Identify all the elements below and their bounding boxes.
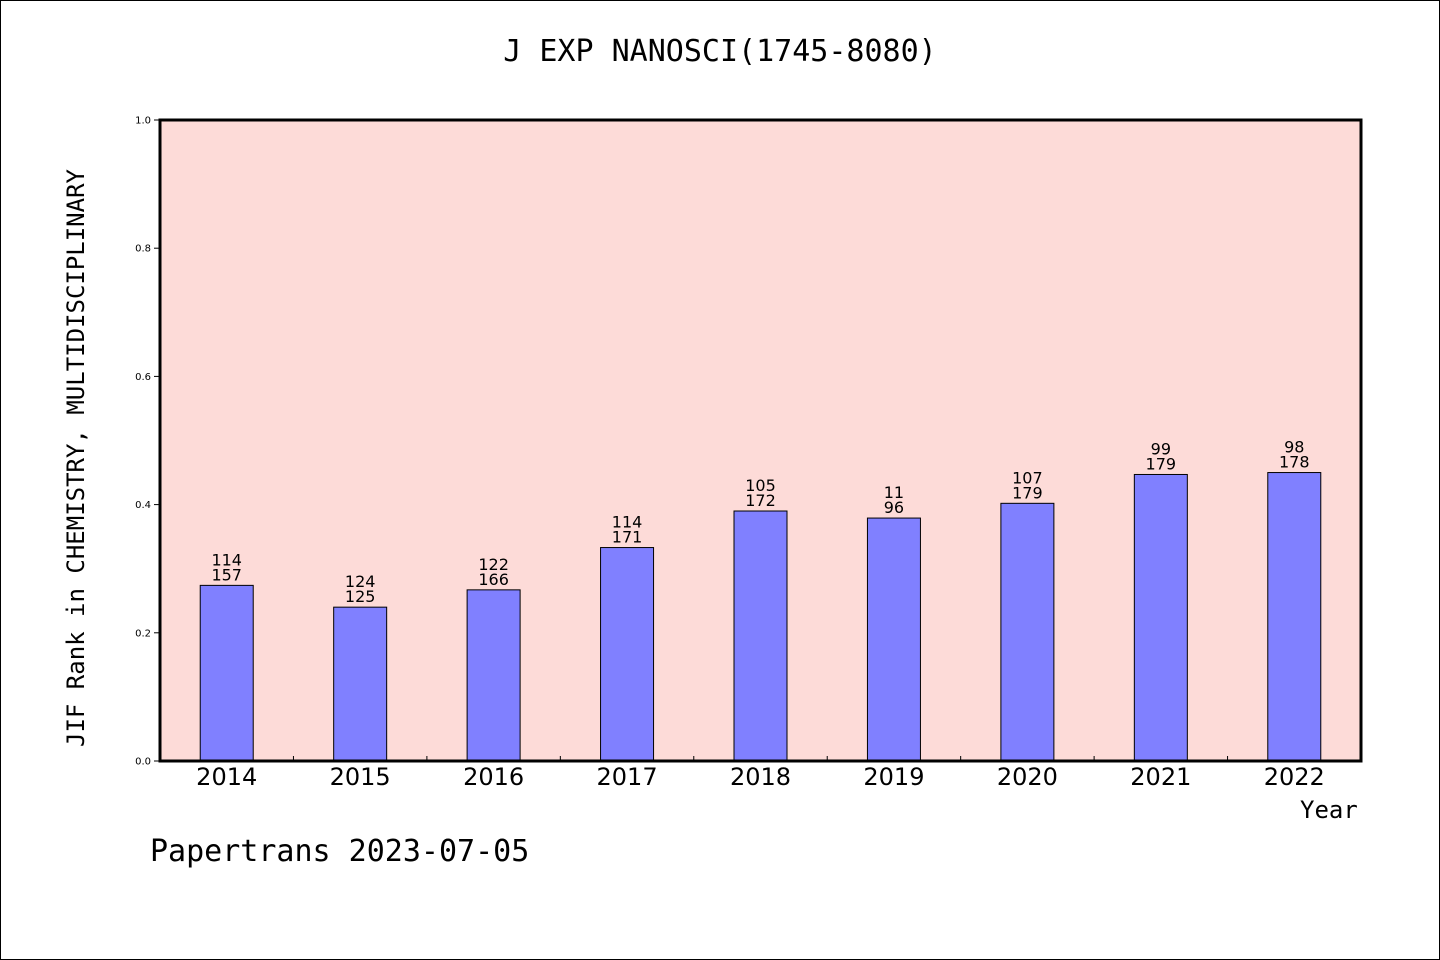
bar-label-rank-2019: 11 <box>884 483 904 502</box>
bar-2019 <box>866 517 921 762</box>
x-tick-label-2017: 2017 <box>597 763 658 791</box>
bar-label-rank-2020: 107 <box>1012 468 1043 487</box>
bar-2018 <box>733 510 788 762</box>
x-tick-label-2018: 2018 <box>730 763 791 791</box>
x-tick-label-2020: 2020 <box>997 763 1058 791</box>
bar-2015 <box>333 606 388 762</box>
y-axis-ticks: 0.0 0.2 0.4 0.6 0.8 1.0 <box>135 116 160 768</box>
bar-label-total-2016: 166 <box>478 570 509 589</box>
bar-2020 <box>1000 502 1055 762</box>
y-tick-label-0.4: 0.4 <box>135 500 151 511</box>
bar-label-rank-2016: 122 <box>478 555 509 574</box>
bar-label-rank-2018: 105 <box>745 476 776 495</box>
bar-label-total-2014: 157 <box>211 565 242 584</box>
plot-frame <box>158 118 1363 763</box>
x-axis-ticks: 2014 2015 2016 2017 2018 2019 2020 2021 2022 <box>196 756 1325 791</box>
bar-2021 <box>1133 473 1188 762</box>
bar-2022 <box>1267 472 1322 762</box>
bar-label-total-2021: 179 <box>1146 454 1177 473</box>
x-tick-label-2016: 2016 <box>463 763 524 791</box>
x-tick-label-2019: 2019 <box>863 763 924 791</box>
bar-2017 <box>600 547 655 762</box>
bar-2014 <box>199 584 254 762</box>
bar-label-total-2022: 178 <box>1279 453 1310 472</box>
bar-label-rank-2022: 98 <box>1284 438 1304 457</box>
bar-label-rank-2021: 99 <box>1151 439 1171 458</box>
bar-label-total-2018: 172 <box>745 491 776 510</box>
x-tick-label-2022: 2022 <box>1264 763 1325 791</box>
y-tick-label-0.2: 0.2 <box>135 628 151 639</box>
bar-label-total-2019: 96 <box>884 498 904 517</box>
bar-label-rank-2015: 124 <box>345 572 376 591</box>
bar-label-total-2015: 125 <box>345 587 376 606</box>
bar-2016 <box>466 589 521 762</box>
chart-title: J EXP NANOSCI(1745-8080) <box>503 34 937 69</box>
y-tick-label-1.0: 1.0 <box>135 116 151 127</box>
x-tick-label-2014: 2014 <box>196 763 257 791</box>
y-tick-label-0.6: 0.6 <box>135 372 151 383</box>
x-tick-label-2021: 2021 <box>1130 763 1191 791</box>
x-tick-label-2015: 2015 <box>330 763 391 791</box>
footer-stamp: Papertrans 2023-07-05 <box>150 834 530 869</box>
y-tick-label-0.8: 0.8 <box>135 244 151 255</box>
bar-label-rank-2014: 114 <box>211 550 242 569</box>
bar-label-total-2020: 179 <box>1012 483 1043 502</box>
y-axis-label: JIF Rank in CHEMISTRY, MULTIDISCIPLINARY <box>62 169 90 747</box>
bar-label-total-2017: 171 <box>612 528 643 547</box>
x-axis-label: Year <box>1300 796 1358 824</box>
bar-label-rank-2017: 114 <box>612 513 643 532</box>
y-tick-label-0.0: 0.0 <box>135 757 151 768</box>
